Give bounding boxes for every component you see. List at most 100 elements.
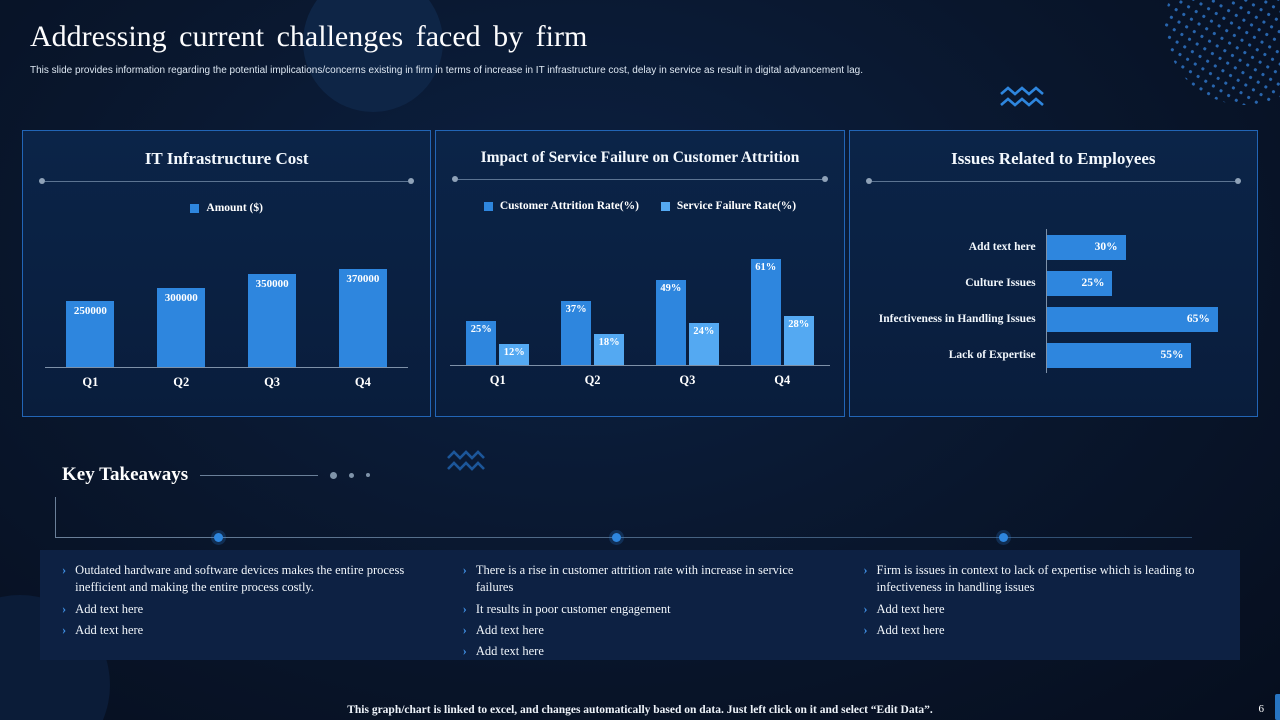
bullet-text: It results in poor customer engagement — [475, 601, 671, 616]
x-axis-label: Q3 — [679, 373, 696, 387]
bar-area: 25% — [1045, 265, 1231, 301]
service-failure-bar-Q1[interactable]: 12% — [499, 344, 530, 365]
bar-value-label: 61% — [755, 261, 777, 273]
bullet-marker: › — [462, 622, 467, 637]
page-title: Addressing current challenges faced by f… — [30, 20, 588, 53]
horizontal-bar-chart-plot[interactable]: Add text here 30% Culture Issues 25% Infecti… — [850, 229, 1231, 373]
bullet-text: Add text here — [75, 622, 144, 637]
service-failure-bar-Q2[interactable]: 18% — [594, 333, 625, 365]
legend-label: Amount ($) — [206, 202, 263, 214]
x-axis: Q1 Q2 Q3 Q4 — [45, 375, 408, 390]
h-bar-row: Add text here 30% — [850, 229, 1231, 265]
bullet-marker: › — [462, 563, 467, 577]
bar-pair: 49% 24% — [655, 243, 719, 365]
category-label: Culture Issues — [965, 277, 1036, 289]
bar-group-Q4: 61% 28% — [735, 243, 830, 365]
key-takeaways-heading: Key Takeaways — [62, 464, 371, 486]
rule-dot — [408, 178, 415, 184]
zigzag-icon — [447, 450, 485, 471]
page-accent-bar — [1275, 694, 1280, 720]
rule-line — [458, 178, 822, 180]
chart-panel-service-failure-attrition[interactable]: Impact of Service Failure on Customer At… — [435, 130, 845, 417]
issue-bar[interactable]: 55% — [1046, 342, 1192, 368]
legend-label: Service Failure Rate(%) — [676, 200, 797, 212]
service-failure-bar-Q3[interactable]: 24% — [688, 323, 719, 365]
bar-value-label: 25% — [1081, 277, 1105, 289]
bar-column: 300000 — [136, 261, 227, 367]
rule-dot — [821, 176, 828, 182]
h-bar-row: Culture Issues 25% — [850, 265, 1231, 301]
bar-value-label: 12% — [503, 347, 525, 359]
footer-note: This graph/chart is linked to excel, and… — [347, 704, 933, 716]
bullet-item: › Add text here — [463, 622, 814, 639]
bar-value-label: 18% — [598, 336, 620, 348]
rule-line — [871, 180, 1235, 182]
bar-value-label: 350000 — [255, 278, 289, 291]
decor-circle — [303, 0, 443, 112]
bullet-text: Add text here — [876, 601, 945, 616]
bullet-marker: › — [62, 601, 67, 616]
cost-bar-Q4[interactable]: 370000 — [338, 268, 387, 367]
bar-area: 55% — [1045, 337, 1231, 373]
service-failure-bar-Q4[interactable]: 28% — [783, 316, 814, 365]
legend-item: Service Failure Rate(%) — [660, 200, 797, 212]
bullet-item: › Add text here — [863, 622, 1214, 639]
cost-bar-Q3[interactable]: 350000 — [248, 274, 297, 367]
rule-dot — [349, 472, 355, 478]
bar-group-Q1: 25% 12% — [450, 243, 545, 365]
x-axis-label: Q4 — [354, 375, 371, 389]
bullet-item: › Add text here — [863, 601, 1214, 618]
legend-label: Customer Attrition Rate(%) — [499, 200, 639, 212]
bullet-marker: › — [863, 622, 868, 637]
bar-value-label: 370000 — [346, 272, 380, 285]
issue-bar[interactable]: 65% — [1046, 306, 1218, 332]
bar-area: 65% — [1045, 301, 1231, 337]
rule-dot — [366, 473, 371, 477]
takeaway-column-1: › Outdated hardware and software devices … — [62, 562, 413, 648]
cost-bar-Q2[interactable]: 300000 — [157, 287, 206, 367]
bar-value-label: 37% — [565, 303, 587, 315]
bullet-marker: › — [62, 563, 67, 577]
h-bar-row: Lack of Expertise 55% — [850, 337, 1231, 373]
bar-chart-plot[interactable]: 250000 300000 350000 370000 — [45, 261, 409, 368]
timeline-dot — [612, 533, 622, 542]
takeaways-band: › Outdated hardware and software devices … — [40, 550, 1240, 660]
takeaway-column-3: › Firm is issues in context to lack of ex… — [863, 562, 1214, 648]
attrition-bar-Q1[interactable]: 25% — [466, 321, 497, 365]
issue-bar[interactable]: 30% — [1046, 234, 1126, 260]
cost-bar-Q1[interactable]: 250000 — [66, 300, 115, 367]
bar-pair: 37% 18% — [561, 243, 625, 365]
bar-group-Q3: 49% 24% — [640, 243, 735, 365]
issue-bar[interactable]: 25% — [1046, 270, 1113, 296]
bullet-text: Add text here — [876, 622, 945, 637]
bullet-item: › Add text here — [62, 601, 413, 618]
bullet-text: Add text here — [75, 601, 144, 616]
chart-panel-employee-issues[interactable]: Issues Related to Employees Add text her… — [848, 130, 1258, 417]
category-label: Infectiveness in Handling Issues — [878, 313, 1036, 325]
takeaway-column-2: › There is a rise in customer attrition r… — [462, 562, 814, 658]
bullet-marker: › — [863, 601, 868, 616]
bullet-item: › Add text here — [62, 622, 413, 639]
charts-row: IT Infrastructure Cost Amount ($) 250000… — [22, 130, 1258, 417]
timeline — [55, 497, 1192, 542]
bar-pair: 61% 28% — [750, 243, 814, 365]
bar-value-label: 250000 — [73, 304, 107, 317]
chart-title: Impact of Service Failure on Customer At… — [480, 149, 800, 166]
x-axis-label: Q3 — [264, 375, 281, 389]
bullet-item: › It results in poor customer engagement — [463, 601, 814, 618]
category-label: Add text here — [968, 241, 1036, 253]
chart-legend: Amount ($) — [23, 201, 430, 215]
bar-pair: 25% 12% — [466, 243, 530, 365]
attrition-bar-Q3[interactable]: 49% — [655, 279, 686, 365]
bar-value-label: 25% — [470, 324, 492, 336]
grouped-bar-chart-plot[interactable]: 25% 12% 37% 18% 49% 24% 61% 28% — [450, 243, 830, 366]
page-subtitle: This slide provides information regardin… — [30, 65, 863, 76]
chart-panel-it-infrastructure-cost[interactable]: IT Infrastructure Cost Amount ($) 250000… — [22, 130, 432, 417]
key-takeaways-section: Key Takeaways › Outdated hardware and sof… — [40, 462, 1240, 674]
attrition-bar-Q4[interactable]: 61% — [750, 258, 781, 365]
bar-value-label: 65% — [1186, 313, 1210, 325]
bar-value-label: 300000 — [164, 291, 198, 304]
attrition-bar-Q2[interactable]: 37% — [561, 300, 592, 365]
rule-dot — [39, 178, 45, 184]
bar-area: 30% — [1045, 229, 1231, 265]
